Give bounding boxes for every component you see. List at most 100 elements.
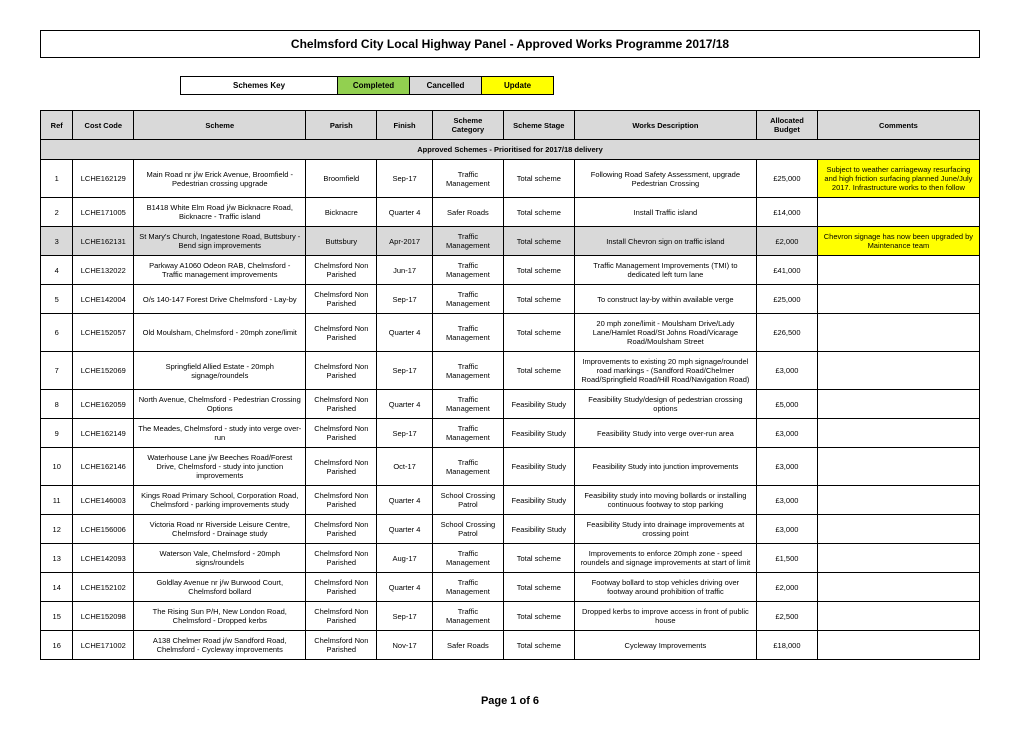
cell-stage: Total scheme bbox=[503, 227, 574, 256]
cell-cost: LCHE142093 bbox=[73, 544, 134, 573]
cell-desc: Dropped kerbs to improve access in front… bbox=[574, 602, 756, 631]
cell-comments bbox=[817, 352, 979, 390]
cell-finish: Quarter 4 bbox=[377, 573, 433, 602]
cell-cat: Traffic Management bbox=[432, 419, 503, 448]
table-row: 15LCHE152098The Rising Sun P/H, New Lond… bbox=[41, 602, 980, 631]
cell-budget: £14,000 bbox=[757, 198, 818, 227]
cell-ref: 2 bbox=[41, 198, 73, 227]
cell-ref: 3 bbox=[41, 227, 73, 256]
cell-ref: 4 bbox=[41, 256, 73, 285]
cell-parish: Chelmsford Non Parished bbox=[306, 486, 377, 515]
cell-finish: Quarter 4 bbox=[377, 486, 433, 515]
cell-parish: Bicknacre bbox=[306, 198, 377, 227]
cell-ref: 1 bbox=[41, 160, 73, 198]
cell-finish: Quarter 4 bbox=[377, 515, 433, 544]
cell-cost: LCHE152098 bbox=[73, 602, 134, 631]
cell-cat: School Crossing Patrol bbox=[432, 515, 503, 544]
cell-budget: £18,000 bbox=[757, 631, 818, 660]
th-comments: Comments bbox=[817, 111, 979, 140]
cell-budget: £3,000 bbox=[757, 352, 818, 390]
cell-stage: Total scheme bbox=[503, 256, 574, 285]
cell-cost: LCHE156006 bbox=[73, 515, 134, 544]
cell-desc: To construct lay-by within available ver… bbox=[574, 285, 756, 314]
cell-desc: Improvements to enforce 20mph zone - spe… bbox=[574, 544, 756, 573]
cell-cost: LCHE146003 bbox=[73, 486, 134, 515]
cell-stage: Total scheme bbox=[503, 198, 574, 227]
cell-ref: 11 bbox=[41, 486, 73, 515]
cell-scheme: Main Road nr j/w Erick Avenue, Broomfiel… bbox=[134, 160, 306, 198]
cell-cat: Safer Roads bbox=[432, 631, 503, 660]
cell-scheme: A138 Chelmer Road j/w Sandford Road, Che… bbox=[134, 631, 306, 660]
cell-ref: 13 bbox=[41, 544, 73, 573]
cell-parish: Chelmsford Non Parished bbox=[306, 314, 377, 352]
cell-desc: Improvements to existing 20 mph signage/… bbox=[574, 352, 756, 390]
cell-desc: Feasibility Study into drainage improvem… bbox=[574, 515, 756, 544]
cell-cat: Safer Roads bbox=[432, 198, 503, 227]
cell-stage: Feasibility Study bbox=[503, 486, 574, 515]
cell-finish: Nov-17 bbox=[377, 631, 433, 660]
cell-cost: LCHE162059 bbox=[73, 390, 134, 419]
cell-ref: 15 bbox=[41, 602, 73, 631]
cell-cat: Traffic Management bbox=[432, 160, 503, 198]
cell-finish: Quarter 4 bbox=[377, 314, 433, 352]
cell-cost: LCHE132022 bbox=[73, 256, 134, 285]
cell-comments bbox=[817, 515, 979, 544]
cell-stage: Total scheme bbox=[503, 160, 574, 198]
cell-budget: £2,000 bbox=[757, 573, 818, 602]
cell-desc: Traffic Management Improvements (TMI) to… bbox=[574, 256, 756, 285]
table-row: 10LCHE162146Waterhouse Lane j/w Beeches … bbox=[41, 448, 980, 486]
main-table: Ref Cost Code Scheme Parish Finish Schem… bbox=[40, 110, 980, 660]
cell-scheme: North Avenue, Chelmsford - Pedestrian Cr… bbox=[134, 390, 306, 419]
cell-finish: Apr-2017 bbox=[377, 227, 433, 256]
cell-desc: Footway bollard to stop vehicles driving… bbox=[574, 573, 756, 602]
cell-parish: Chelmsford Non Parished bbox=[306, 631, 377, 660]
legend-key: Schemes Key bbox=[180, 76, 338, 95]
cell-ref: 6 bbox=[41, 314, 73, 352]
cell-parish: Broomfield bbox=[306, 160, 377, 198]
cell-stage: Feasibility Study bbox=[503, 448, 574, 486]
cell-budget: £2,000 bbox=[757, 227, 818, 256]
cell-scheme: Goldlay Avenue nr j/w Burwood Court, Che… bbox=[134, 573, 306, 602]
cell-finish: Sep-17 bbox=[377, 419, 433, 448]
cell-scheme: O/s 140-147 Forest Drive Chelmsford - La… bbox=[134, 285, 306, 314]
cell-scheme: The Rising Sun P/H, New London Road, Che… bbox=[134, 602, 306, 631]
cell-comments bbox=[817, 602, 979, 631]
table-row: 7LCHE152069Springfield Allied Estate - 2… bbox=[41, 352, 980, 390]
legend-update: Update bbox=[481, 76, 554, 95]
table-row: 16LCHE171002A138 Chelmer Road j/w Sandfo… bbox=[41, 631, 980, 660]
cell-parish: Chelmsford Non Parished bbox=[306, 419, 377, 448]
cell-budget: £5,000 bbox=[757, 390, 818, 419]
table-row: 8LCHE162059North Avenue, Chelmsford - Pe… bbox=[41, 390, 980, 419]
cell-desc: 20 mph zone/limit - Moulsham Drive/Lady … bbox=[574, 314, 756, 352]
section-header: Approved Schemes - Prioritised for 2017/… bbox=[41, 140, 980, 160]
cell-cost: LCHE162129 bbox=[73, 160, 134, 198]
cell-stage: Total scheme bbox=[503, 631, 574, 660]
cell-cat: Traffic Management bbox=[432, 352, 503, 390]
cell-budget: £3,000 bbox=[757, 486, 818, 515]
cell-cost: LCHE162149 bbox=[73, 419, 134, 448]
cell-comments bbox=[817, 256, 979, 285]
cell-scheme: The Meades, Chelmsford - study into verg… bbox=[134, 419, 306, 448]
cell-scheme: B1418 White Elm Road j/w Bicknacre Road,… bbox=[134, 198, 306, 227]
cell-cost: LCHE171002 bbox=[73, 631, 134, 660]
table-row: 13LCHE142093Waterson Vale, Chelmsford - … bbox=[41, 544, 980, 573]
section-title: Approved Schemes - Prioritised for 2017/… bbox=[41, 140, 980, 160]
cell-stage: Total scheme bbox=[503, 285, 574, 314]
cell-desc: Install Traffic island bbox=[574, 198, 756, 227]
cell-stage: Total scheme bbox=[503, 314, 574, 352]
cell-scheme: Waterhouse Lane j/w Beeches Road/Forest … bbox=[134, 448, 306, 486]
cell-comments: Chevron signage has now been upgraded by… bbox=[817, 227, 979, 256]
th-ref: Ref bbox=[41, 111, 73, 140]
cell-parish: Chelmsford Non Parished bbox=[306, 602, 377, 631]
cell-desc: Feasibility Study/design of pedestrian c… bbox=[574, 390, 756, 419]
cell-finish: Quarter 4 bbox=[377, 198, 433, 227]
cell-stage: Feasibility Study bbox=[503, 390, 574, 419]
cell-ref: 10 bbox=[41, 448, 73, 486]
cell-scheme: Waterson Vale, Chelmsford - 20mph signs/… bbox=[134, 544, 306, 573]
cell-desc: Feasibility Study into junction improvem… bbox=[574, 448, 756, 486]
cell-stage: Total scheme bbox=[503, 352, 574, 390]
cell-finish: Sep-17 bbox=[377, 352, 433, 390]
table-row: 2LCHE171005B1418 White Elm Road j/w Bick… bbox=[41, 198, 980, 227]
cell-desc: Following Road Safety Assessment, upgrad… bbox=[574, 160, 756, 198]
table-row: 5LCHE142004O/s 140-147 Forest Drive Chel… bbox=[41, 285, 980, 314]
